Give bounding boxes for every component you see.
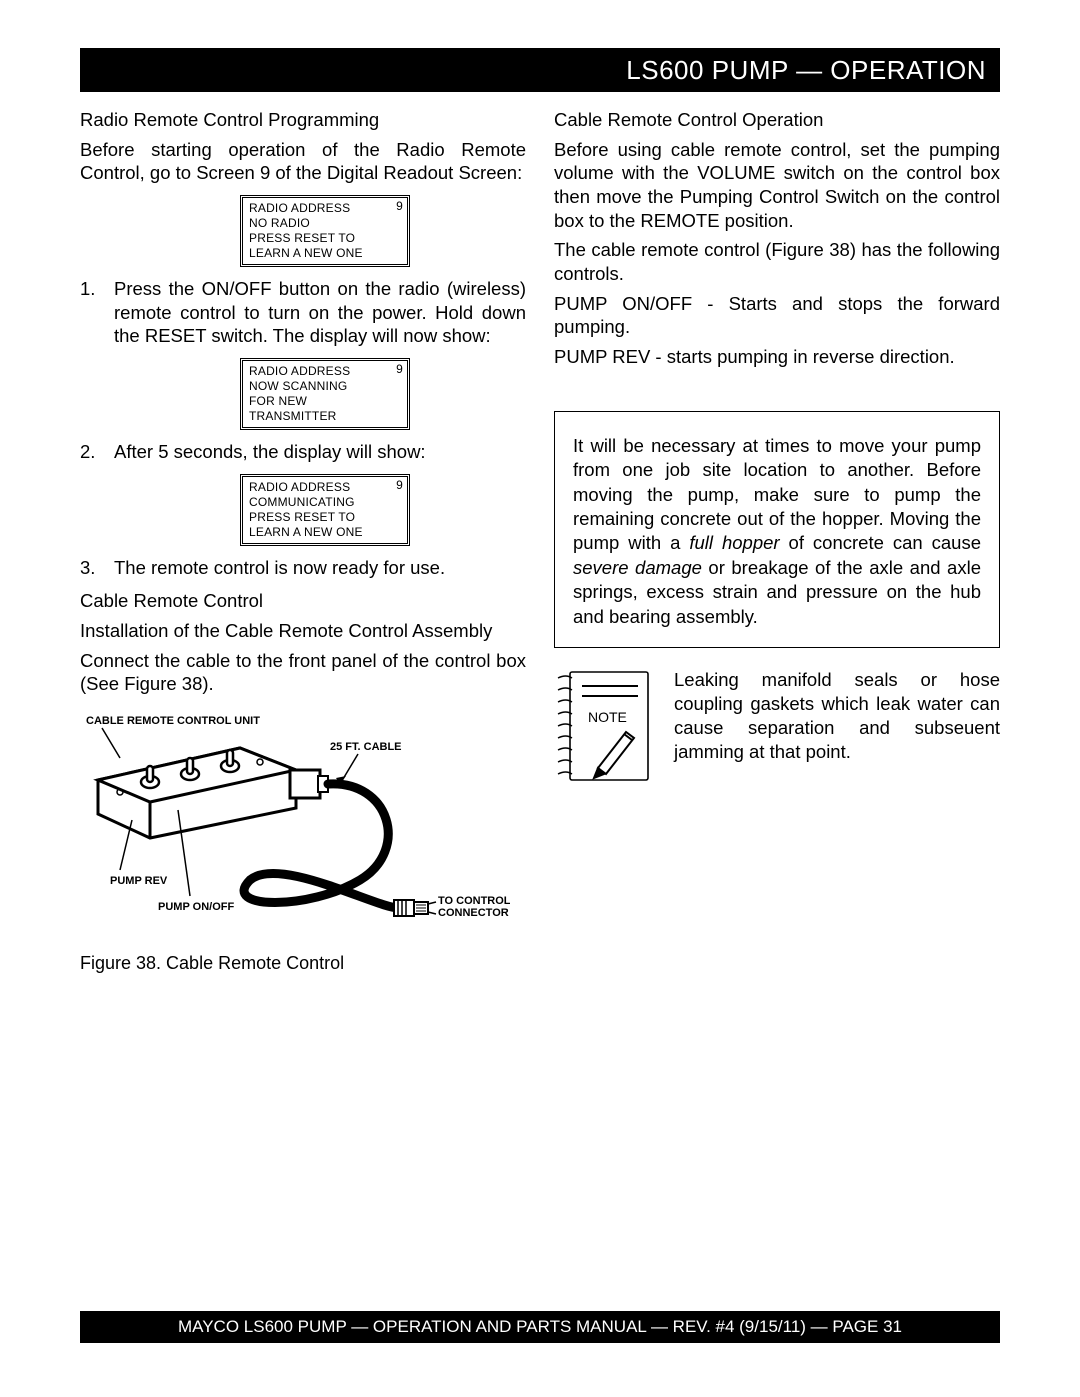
figure-38-svg: CABLE REMOTE CONTROL UNIT 25 FT. CABLE <box>80 710 510 940</box>
warn-it1: full hopper <box>689 532 779 553</box>
display2-l2: NOW SCANNING <box>249 379 401 394</box>
note-text: Leaking manifold seals or hose coupling … <box>674 668 1000 764</box>
step-3-num: 3. <box>80 556 114 580</box>
right-p1: Before using cable remote control, set t… <box>554 138 1000 233</box>
display1-l2: NO RADIO <box>249 216 401 231</box>
warning-box: It will be necessary at times to move yo… <box>554 411 1000 648</box>
fig-pump-onoff: PUMP ON/OFF <box>158 901 234 913</box>
display3-l3: PRESS RESET TO <box>249 510 401 525</box>
figure-38: CABLE REMOTE CONTROL UNIT 25 FT. CABLE <box>80 710 526 975</box>
step-2-text: After 5 seconds, the display will show: <box>114 440 526 464</box>
step-3-text: The remote control is now ready for use. <box>114 556 526 580</box>
warn-mid: of concrete can cause <box>780 532 981 553</box>
left-heading-2: Cable Remote Control <box>80 589 526 613</box>
figure-caption: Figure 38. Cable Remote Control <box>80 952 526 975</box>
fig-unit-label: CABLE REMOTE CONTROL UNIT <box>86 715 260 727</box>
display3-l1: RADIO ADDRESS <box>249 480 401 495</box>
step-2-num: 2. <box>80 440 114 464</box>
connector-icon <box>394 900 428 916</box>
fig-conn-l2: CONNECTOR <box>438 907 509 919</box>
right-p4: PUMP REV - starts pumping in reverse dir… <box>554 345 1000 369</box>
right-p3: PUMP ON/OFF - Starts and stops the forwa… <box>554 292 1000 339</box>
display-box-1: 9 RADIO ADDRESS NO RADIO PRESS RESET TO … <box>240 195 410 267</box>
left-heading-1: Radio Remote Control Programming <box>80 108 526 132</box>
display2-l4: TRANSMITTER <box>249 409 401 424</box>
remote-unit-icon <box>98 748 328 838</box>
fig-conn-l1: TO CONTROL BOX <box>438 895 510 907</box>
left-p3: Connect the cable to the front panel of … <box>80 649 526 696</box>
step-1: 1. Press the ON/OFF button on the radio … <box>80 277 526 348</box>
footer-text: MAYCO LS600 PUMP — OPERATION AND PARTS M… <box>178 1317 902 1336</box>
right-column: Cable Remote Control Operation Before us… <box>554 102 1000 975</box>
display-box-2: 9 RADIO ADDRESS NOW SCANNING FOR NEW TRA… <box>240 358 410 430</box>
left-p1: Before starting operation of the Radio R… <box>80 138 526 185</box>
note-block: NOTE Leaking manifold seals or hose coup… <box>554 668 1000 784</box>
fig-cable-label: 25 FT. CABLE <box>330 741 402 753</box>
footer-bar: MAYCO LS600 PUMP — OPERATION AND PARTS M… <box>80 1311 1000 1343</box>
display1-l4: LEARN A NEW ONE <box>249 246 401 261</box>
display3-l2: COMMUNICATING <box>249 495 401 510</box>
display2-num: 9 <box>396 362 403 377</box>
right-p2: The cable remote control (Figure 38) has… <box>554 238 1000 285</box>
display1-l3: PRESS RESET TO <box>249 231 401 246</box>
display2-l1: RADIO ADDRESS <box>249 364 401 379</box>
step-1-num: 1. <box>80 277 114 348</box>
display3-num: 9 <box>396 478 403 493</box>
step-2: 2. After 5 seconds, the display will sho… <box>80 440 526 464</box>
step-1-text: Press the ON/OFF button on the radio (wi… <box>114 277 526 348</box>
columns: Radio Remote Control Programming Before … <box>80 102 1000 975</box>
note-label: NOTE <box>588 709 627 725</box>
right-heading-1: Cable Remote Control Operation <box>554 108 1000 132</box>
page: LS600 PUMP — OPERATION Radio Remote Cont… <box>0 0 1080 1397</box>
display2-l3: FOR NEW <box>249 394 401 409</box>
notepad-icon: NOTE <box>554 668 652 784</box>
title-bar: LS600 PUMP — OPERATION <box>80 48 1000 92</box>
display1-l1: RADIO ADDRESS <box>249 201 401 216</box>
left-p2: Installation of the Cable Remote Control… <box>80 619 526 643</box>
fig-pump-rev: PUMP REV <box>110 875 168 887</box>
page-title: LS600 PUMP — OPERATION <box>626 55 986 86</box>
display3-l4: LEARN A NEW ONE <box>249 525 401 540</box>
left-column: Radio Remote Control Programming Before … <box>80 102 526 975</box>
step-3: 3. The remote control is now ready for u… <box>80 556 526 580</box>
warn-it2: severe damage <box>573 557 702 578</box>
display1-num: 9 <box>396 199 403 214</box>
display-box-3: 9 RADIO ADDRESS COMMUNICATING PRESS RESE… <box>240 474 410 546</box>
